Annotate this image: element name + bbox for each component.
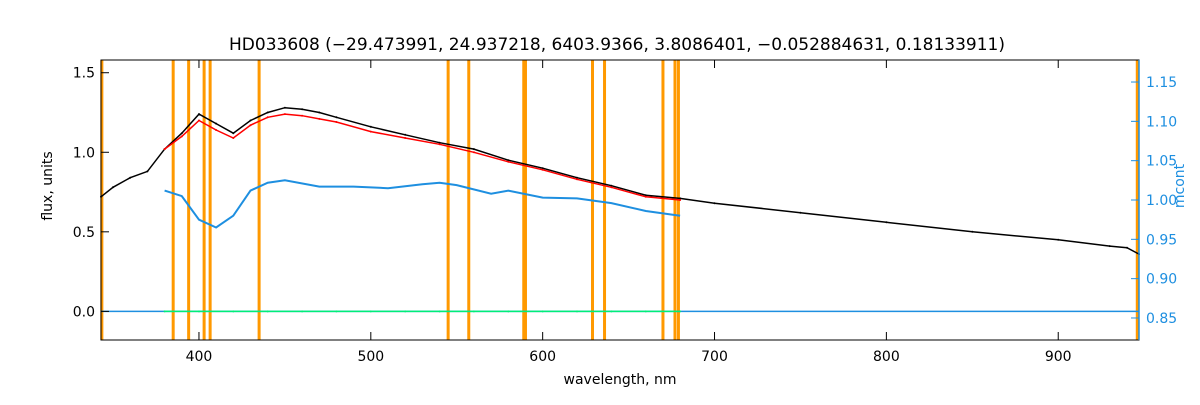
series-residuals-point bbox=[198, 310, 200, 313]
series-observed-point bbox=[799, 211, 802, 214]
series-residuals-point bbox=[541, 310, 544, 313]
y-axis-label: flux, units bbox=[40, 151, 56, 220]
series-observed-point bbox=[713, 202, 716, 205]
y-axis-ticks: 0.0 0.5 1.0 1.5 bbox=[73, 66, 109, 320]
series-observed-point bbox=[318, 111, 321, 114]
series-observed-point bbox=[1057, 238, 1060, 241]
series-residuals-point bbox=[369, 310, 372, 313]
series-model-point bbox=[438, 143, 441, 146]
series-model-point bbox=[318, 117, 321, 120]
series-model-point bbox=[404, 137, 407, 139]
series-residuals-point bbox=[576, 310, 578, 313]
series-continuum-line bbox=[164, 179, 681, 229]
series-model-point bbox=[335, 121, 338, 123]
series-observed-point bbox=[129, 176, 132, 179]
series-observed-point bbox=[301, 108, 304, 111]
series-model-point bbox=[232, 137, 235, 139]
y-tick-label: 1.0 bbox=[73, 145, 95, 161]
series-residuals-point bbox=[232, 310, 235, 313]
series-model-point bbox=[266, 116, 269, 119]
series-observed-point bbox=[404, 133, 407, 136]
y-tick-label: 1.5 bbox=[73, 66, 95, 82]
series-observed-point bbox=[438, 141, 441, 144]
x-tick-label: 600 bbox=[529, 349, 556, 365]
x-tick-label: 800 bbox=[873, 349, 900, 365]
series-residuals-point bbox=[610, 310, 613, 313]
series-observed-point bbox=[146, 170, 149, 173]
series-model-point bbox=[679, 199, 682, 201]
series-observed-point bbox=[1108, 245, 1111, 248]
series-model-point bbox=[249, 124, 252, 127]
series-observed-point bbox=[885, 221, 888, 224]
series-residuals-point bbox=[163, 310, 166, 313]
series-residuals-point bbox=[472, 310, 475, 313]
series-observed-point bbox=[679, 197, 682, 200]
series-observed-point bbox=[507, 159, 510, 162]
series-observed-point bbox=[472, 148, 475, 151]
series-model-point bbox=[610, 186, 613, 189]
series-model-point bbox=[369, 130, 372, 133]
y-tick-label: 0.0 bbox=[73, 304, 95, 320]
series-residuals-point bbox=[335, 310, 338, 313]
series-model-point bbox=[644, 195, 647, 198]
series-observed-point bbox=[335, 116, 338, 119]
x-axis-label: wavelength, nm bbox=[564, 372, 677, 388]
series-observed-point bbox=[971, 230, 974, 233]
series-observed-point bbox=[1126, 246, 1128, 249]
series-model-point bbox=[301, 114, 304, 117]
series-model-point bbox=[198, 119, 200, 122]
y2-tick-label: 0.85 bbox=[1146, 311, 1177, 327]
series-observed-point bbox=[215, 122, 218, 125]
mask-lines-layer bbox=[100, 60, 1139, 340]
series-residuals-point bbox=[679, 310, 682, 313]
x-tick-label: 900 bbox=[1045, 349, 1072, 365]
series-residuals-point bbox=[644, 310, 647, 313]
y2-tick-label: 1.00 bbox=[1146, 193, 1177, 209]
y2-axis-ticks: 0.85 0.90 0.95 1.00 1.05 1.10 1.15 bbox=[1131, 75, 1177, 327]
series-observed-point bbox=[180, 132, 183, 135]
series-observed-point bbox=[232, 132, 235, 135]
series-observed-point bbox=[369, 125, 372, 128]
series-model-point bbox=[576, 178, 578, 181]
y2-tick-label: 1.15 bbox=[1146, 75, 1177, 91]
series-residuals-point bbox=[404, 310, 407, 313]
x-tick-label: 400 bbox=[186, 349, 213, 365]
series-observed-line bbox=[100, 106, 1140, 255]
plot-frame bbox=[100, 59, 1140, 341]
series-layer bbox=[100, 106, 1140, 313]
series-observed-point bbox=[249, 119, 252, 122]
series-observed-point bbox=[541, 167, 544, 170]
y2-tick-label: 0.95 bbox=[1146, 232, 1177, 248]
series-residuals-point bbox=[507, 310, 510, 313]
y2-axis-label: mcont bbox=[1172, 163, 1188, 208]
chart-title: HD033608 (−29.473991, 24.937218, 6403.93… bbox=[229, 35, 1005, 55]
y2-tick-label: 1.05 bbox=[1146, 154, 1177, 170]
x-tick-label: 700 bbox=[701, 349, 728, 365]
series-model-point bbox=[163, 148, 166, 151]
series-residuals-point bbox=[438, 310, 441, 313]
y-tick-label: 0.5 bbox=[73, 225, 95, 241]
x-tick-label: 500 bbox=[357, 349, 384, 365]
series-observed-point bbox=[198, 113, 200, 116]
series-observed-point bbox=[610, 184, 613, 187]
series-observed-point bbox=[283, 106, 286, 109]
series-residuals-point bbox=[266, 310, 269, 313]
series-model-point bbox=[215, 129, 218, 131]
series-observed-point bbox=[266, 111, 269, 114]
series-model-point bbox=[507, 160, 510, 163]
y2-tick-label: 0.90 bbox=[1146, 272, 1177, 288]
series-residuals-point bbox=[301, 310, 304, 313]
series-model-point bbox=[283, 113, 286, 116]
series-model-point bbox=[472, 151, 475, 154]
series-observed-point bbox=[112, 186, 114, 189]
series-observed-point bbox=[576, 176, 578, 179]
series-model-point bbox=[180, 135, 183, 138]
series-observed-point bbox=[644, 194, 647, 197]
x-axis-ticks: 400 500 600 700 800 900 bbox=[186, 60, 1072, 365]
series-model-point bbox=[541, 168, 544, 171]
y2-tick-label: 1.10 bbox=[1146, 114, 1177, 130]
